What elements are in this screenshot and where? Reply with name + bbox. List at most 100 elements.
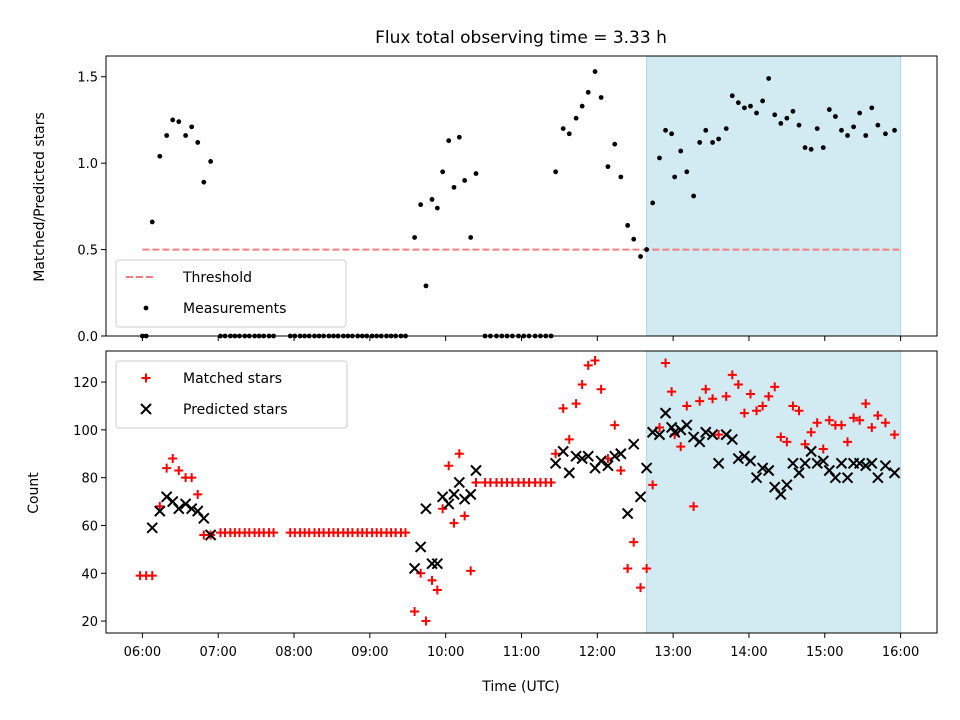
matched-stars-point (400, 528, 410, 538)
measurements-point (857, 110, 863, 116)
y-tick-label: 1.5 (77, 71, 98, 86)
predicted-stars-point (872, 471, 884, 484)
y-tick-label: 1.0 (77, 157, 98, 172)
measurements-point (735, 100, 741, 106)
measurements-point (201, 179, 207, 185)
matched-stars-point (546, 477, 556, 487)
legend-box (115, 259, 347, 328)
measurements-point (183, 133, 189, 138)
measurements-point (618, 174, 624, 180)
measurements-point (839, 127, 844, 133)
y-tick-label: 40 (81, 567, 98, 582)
measurements-point (418, 202, 424, 208)
measurements-point (189, 124, 195, 130)
matched-stars-point (558, 403, 568, 413)
matched-stars-point (788, 401, 798, 411)
predicted-stars-point (634, 491, 647, 503)
matched-stars-point (410, 606, 420, 616)
y-tick-label: 80 (81, 472, 98, 487)
legend-label: Threshold (182, 270, 252, 286)
measurements-point (598, 95, 604, 100)
predicted-stars-point (185, 503, 198, 515)
predicted-stars-point (805, 445, 817, 458)
measurements-point (625, 222, 631, 228)
predicted-stars-point (781, 479, 793, 491)
y-tick-label: 0.0 (77, 330, 98, 345)
measurements-point (796, 122, 802, 128)
legend-box (115, 360, 348, 429)
measurements-point (678, 148, 684, 154)
measurements-point (446, 138, 452, 144)
measurements-point (560, 126, 566, 131)
matched-stars-point (168, 454, 178, 464)
x-tick-label: 13:00 (654, 645, 691, 660)
predicted-stars-point (879, 460, 892, 472)
y-tick-label: 60 (81, 519, 98, 534)
matched-stars-point (849, 413, 859, 423)
measurements-point (644, 247, 650, 252)
predicted-stars-point (557, 445, 569, 458)
legend: Threshold Measurements (115, 259, 347, 328)
matched-stars-point (623, 563, 633, 573)
matched-stars-point (708, 394, 718, 404)
matched-stars-point (187, 473, 197, 483)
measurements-point (579, 103, 585, 109)
measurements-point (748, 103, 753, 109)
measurements-point (802, 145, 808, 151)
matched-stars-point (564, 434, 574, 444)
matched-stars-point (739, 408, 749, 418)
measurements-point (208, 159, 214, 164)
predicted-stars-point (602, 460, 614, 472)
measurements-point (429, 197, 435, 202)
matched-stars-point (855, 415, 865, 425)
predicted-stars-point (732, 452, 745, 465)
predicted-stars-point (811, 457, 823, 470)
ratio-panel: 0.0 0.5 1.0 1.5 Threshold Measurements (77, 55, 938, 345)
predicted-stars-point (408, 562, 421, 575)
measurements-point (754, 110, 759, 116)
predicted-stars-point (659, 407, 672, 419)
matched-stars-point (727, 370, 737, 380)
matched-stars-point (667, 387, 677, 397)
measurements-point (808, 146, 814, 152)
measurements-point (195, 140, 201, 145)
predicted-stars-point (787, 457, 799, 470)
matched-stars-point (636, 583, 646, 593)
measurements-point (672, 174, 678, 180)
measurements-point (605, 164, 611, 170)
matched-stars-point (733, 379, 743, 389)
predicted-stars-point (448, 488, 460, 501)
matched-stars-point (745, 389, 755, 399)
predicted-stars-point (744, 455, 757, 467)
measurements-point (892, 127, 897, 133)
measurements-point (772, 112, 778, 118)
legend-label: Predicted stars (183, 402, 288, 418)
count-y-axis-label: Count (26, 472, 42, 514)
predicted-stars-point (173, 503, 185, 515)
x-tick-label: 10:00 (427, 645, 464, 660)
matched-stars-point (162, 463, 172, 473)
predicted-stars-point (646, 426, 659, 438)
predicted-stars-point (420, 503, 432, 515)
matched-stars-point (629, 537, 639, 547)
x-tick-label: 07:00 (199, 645, 236, 660)
measurements-point (553, 169, 559, 175)
predicted-stars-point (154, 505, 166, 517)
legend-label: Measurements (183, 301, 286, 317)
measurements-point (814, 126, 820, 131)
matched-stars-point (648, 480, 658, 490)
measurements-point (631, 236, 637, 242)
matched-stars-point (880, 418, 890, 428)
matched-stars-point (867, 422, 877, 432)
measurements-point (790, 108, 796, 114)
x-tick-label: 11:00 (503, 645, 540, 660)
predicted-stars-point (762, 464, 775, 477)
matched-stars-point (800, 439, 810, 449)
predicted-stars-point (888, 467, 901, 479)
predicted-stars-point (640, 462, 653, 474)
matched-stars-point (427, 575, 437, 585)
predicted-stars-point (866, 457, 878, 470)
measurements-point (863, 133, 869, 138)
measurements-point (573, 115, 579, 121)
